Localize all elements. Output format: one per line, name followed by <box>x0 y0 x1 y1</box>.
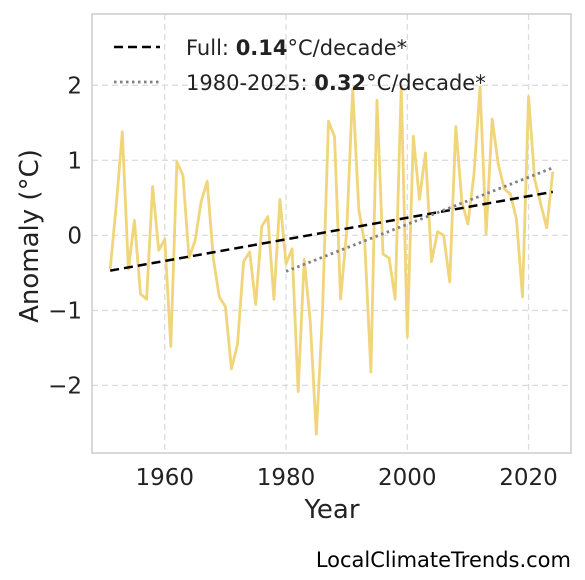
y-tick-label: −2 <box>48 373 82 399</box>
y-tick-label: −1 <box>48 298 82 324</box>
x-tick-label: 2020 <box>499 465 558 491</box>
grid-lines <box>92 14 571 453</box>
legend-label-1980-2025: 1980-2025: 0.32°C/decade* <box>186 71 486 95</box>
x-tick-label: 2000 <box>378 465 437 491</box>
legend: Full: 0.14°C/decade* 1980-2025: 0.32°C/d… <box>114 36 486 95</box>
x-tick-label: 1960 <box>135 465 194 491</box>
y-tick-label: 0 <box>67 223 82 249</box>
legend-full-unit: °C/decade* <box>288 36 408 60</box>
legend-full-rate: 0.14 <box>236 36 288 60</box>
full-trend-line <box>109 190 554 272</box>
plot-background <box>92 14 571 453</box>
site-credit: LocalClimateTrends.com <box>315 548 571 572</box>
anomaly-series-line <box>108 85 555 436</box>
series-layer <box>108 85 555 436</box>
legend-recent-unit: °C/decade* <box>366 71 486 95</box>
legend-full-name: Full <box>186 36 222 60</box>
tick-labels: 1960 1980 2000 2020 −2 −1 0 1 2 <box>48 73 558 491</box>
legend-recent-name: 1980-2025 <box>186 71 300 95</box>
x-axis-label: Year <box>303 495 359 525</box>
legend-recent-rate: 0.32 <box>314 71 366 95</box>
y-tick-label: 2 <box>67 73 82 99</box>
legend-label-full: Full: 0.14°C/decade* <box>186 36 407 60</box>
x-tick-label: 1980 <box>257 465 316 491</box>
y-axis-label: Anomaly (°C) <box>15 149 45 323</box>
plot-frame <box>91 13 572 454</box>
y-tick-label: 1 <box>67 148 82 174</box>
